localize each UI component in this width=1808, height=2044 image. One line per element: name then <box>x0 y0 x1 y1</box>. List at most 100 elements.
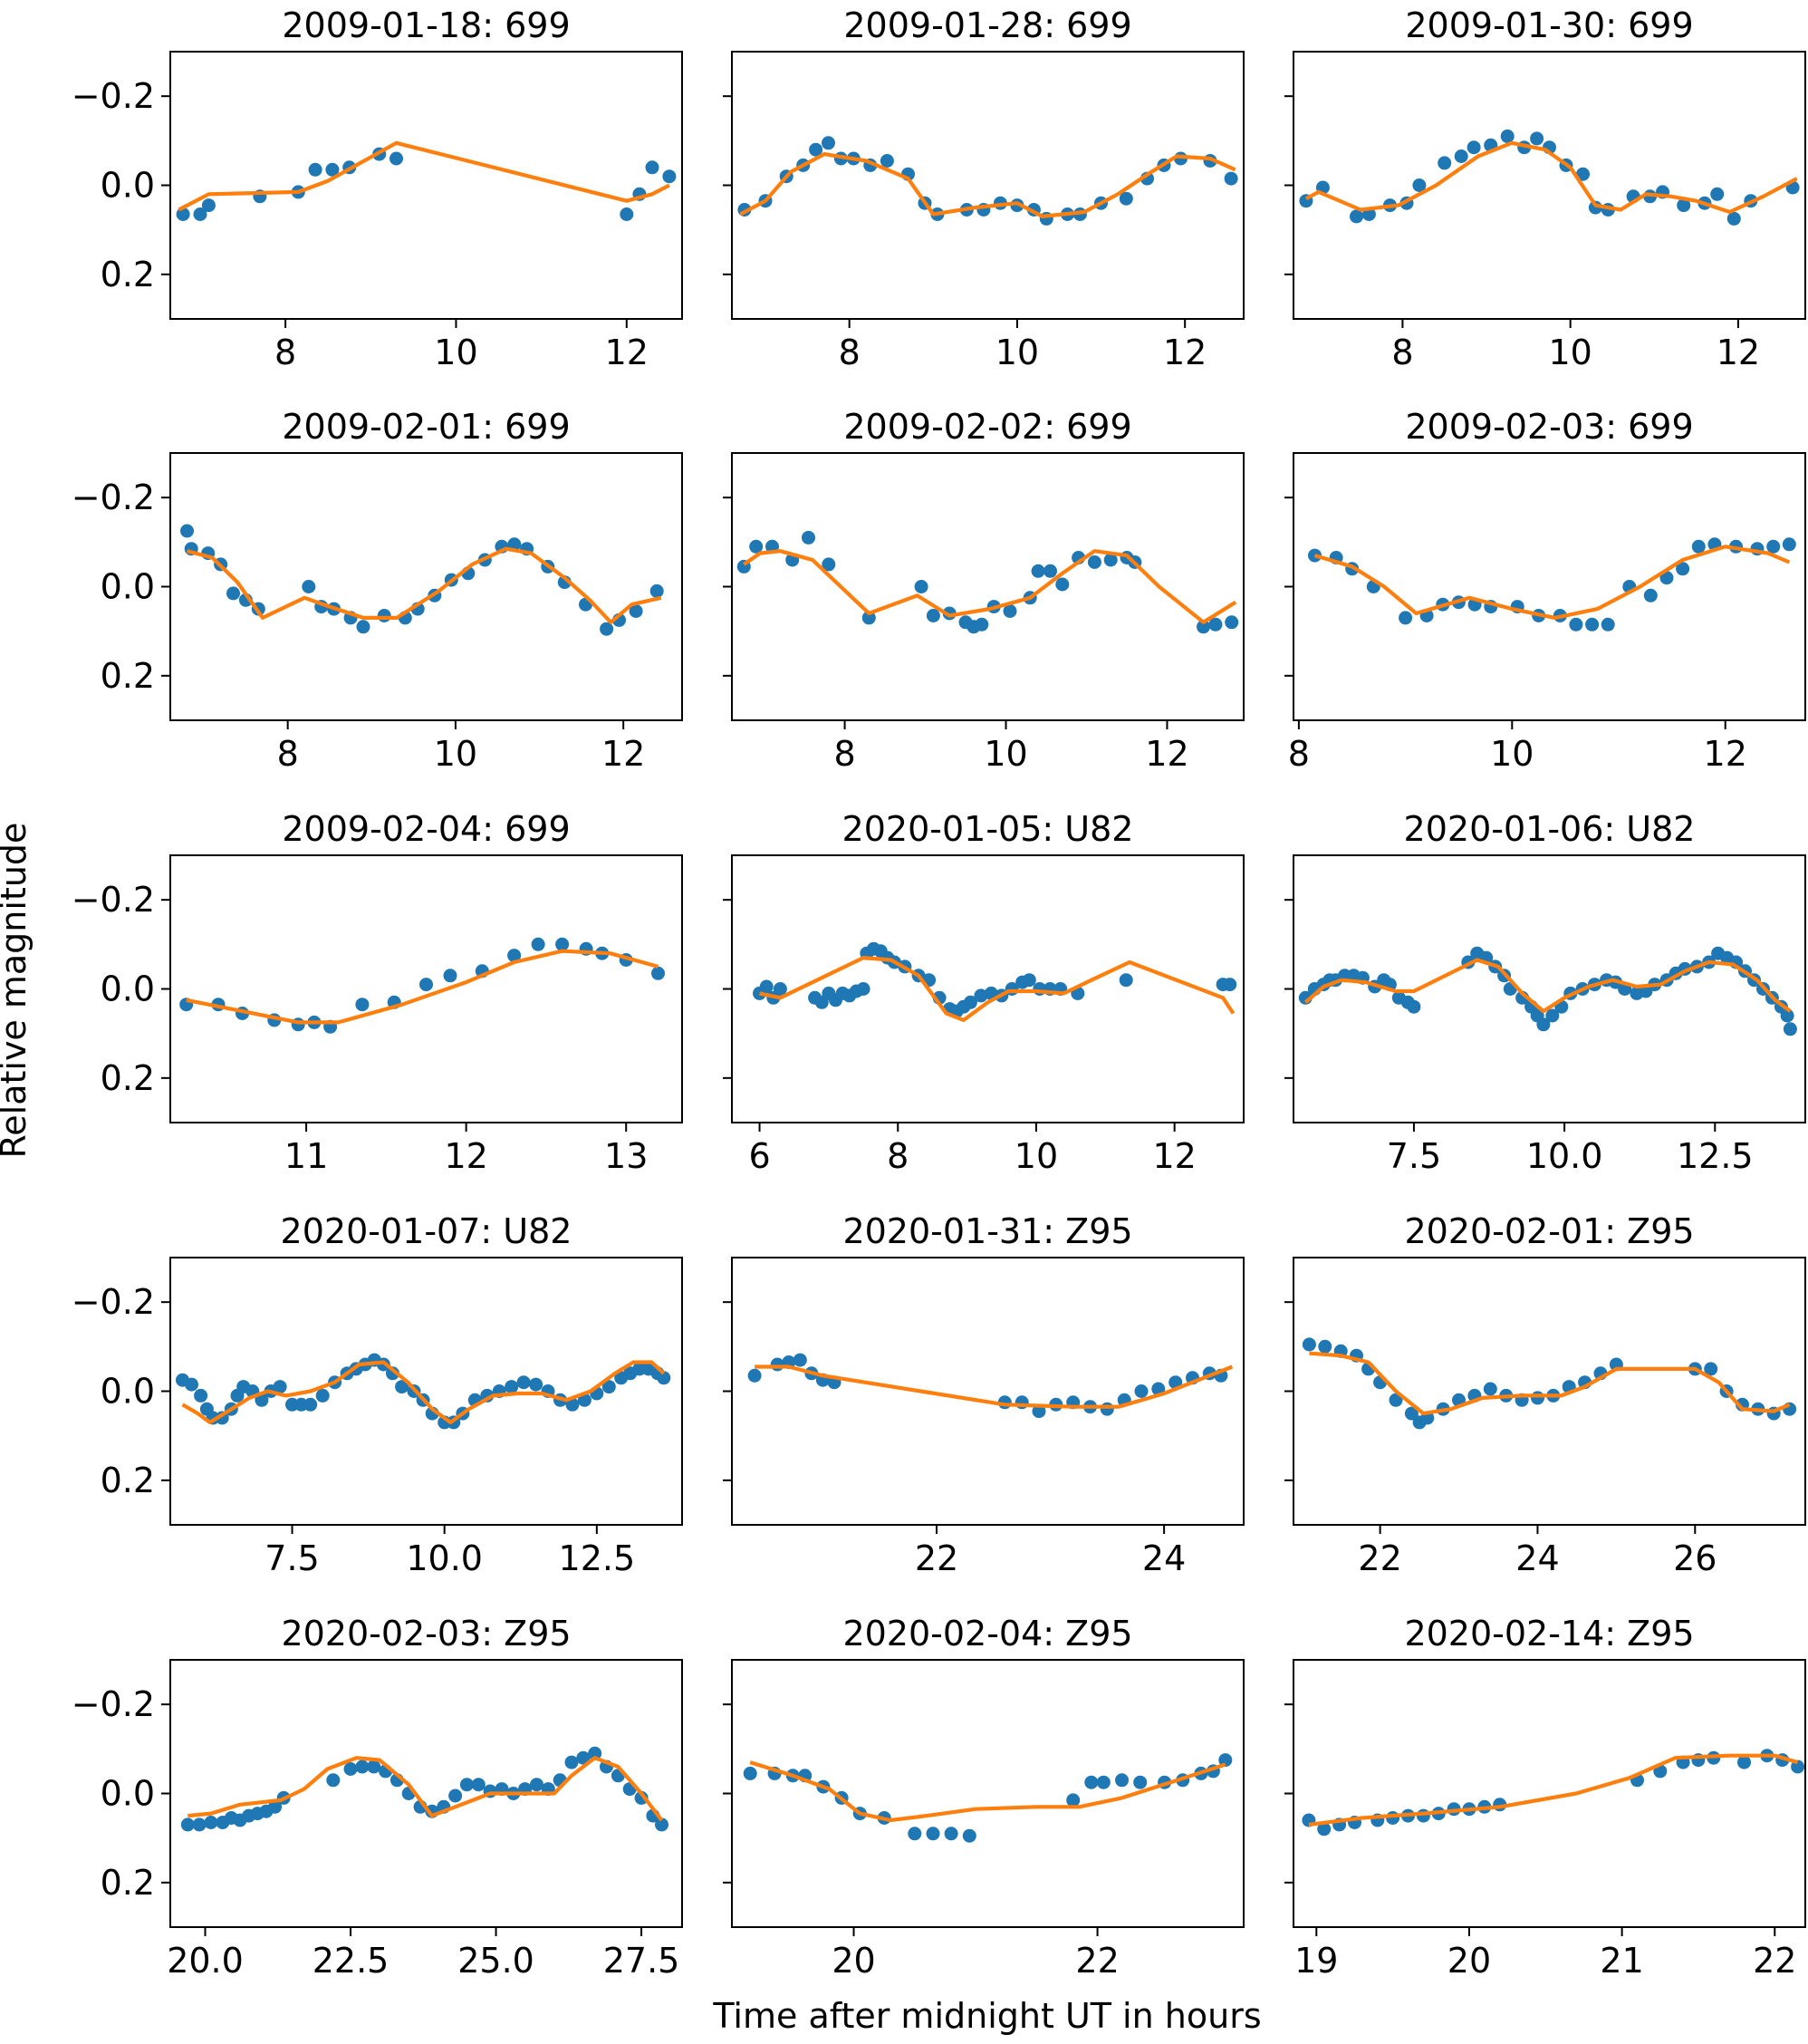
x-tick-label: 12.5 <box>559 1538 636 1578</box>
x-tick-label: 11 <box>284 1136 328 1176</box>
x-tick-label: 8 <box>1391 333 1413 372</box>
data-point <box>1454 149 1468 163</box>
x-tick-label: 10 <box>984 734 1027 774</box>
data-point <box>822 557 836 572</box>
data-point <box>1003 604 1017 618</box>
data-point <box>588 1746 602 1760</box>
panel-15: 2020-02-14: Z95 19 20 21 22 <box>1284 1614 1806 1981</box>
panel-title: 2009-02-02: 699 <box>843 407 1131 447</box>
data-point <box>302 580 316 593</box>
data-point <box>343 1762 358 1776</box>
panel-13: 2020-02-03: Z95 −0.2 0.0 0.2 20.0 22.5 25.0 27.… <box>72 1614 683 1981</box>
data-point <box>471 1778 486 1792</box>
data-point <box>963 995 977 1009</box>
x-tick-label: 12 <box>1152 1136 1196 1176</box>
panel-data <box>743 1753 1233 1843</box>
x-tick-label: 20 <box>832 1941 875 1981</box>
x-tick-label: 26 <box>1673 1538 1717 1578</box>
data-point <box>649 583 664 598</box>
x-tick-label: 24 <box>1142 1538 1186 1578</box>
data-point <box>1531 1391 1544 1405</box>
data-point <box>1031 564 1045 578</box>
data-point <box>577 1393 591 1407</box>
data-point <box>1103 553 1118 567</box>
model-curve <box>739 152 1236 218</box>
model-curve <box>755 1364 1234 1409</box>
data-point <box>516 1375 531 1390</box>
panel-data <box>1302 1749 1805 1837</box>
data-point <box>1780 1008 1794 1023</box>
data-point <box>655 1817 668 1832</box>
panel-data <box>753 941 1237 1022</box>
x-tick-label: 6 <box>748 1136 770 1176</box>
panel-7: 2009-02-04: 699 −0.2 0.0 0.2 11 12 13 <box>72 809 683 1176</box>
panel-data <box>737 136 1238 226</box>
data-point <box>926 609 940 622</box>
data-point <box>657 1371 671 1385</box>
panel-data <box>179 937 665 1034</box>
data-point <box>822 136 835 150</box>
data-point <box>303 1397 318 1412</box>
panel-title: 2020-02-04: Z95 <box>842 1614 1132 1654</box>
data-point <box>459 1778 474 1792</box>
data-point <box>1134 1384 1149 1398</box>
data-point <box>1704 1362 1718 1376</box>
panel-title: 2020-01-31: Z95 <box>842 1211 1132 1251</box>
model-curve <box>188 1756 664 1822</box>
data-point <box>1119 973 1133 988</box>
data-point <box>443 969 457 983</box>
x-tick-label: 10.0 <box>406 1538 483 1578</box>
data-point <box>1601 617 1615 632</box>
figure-ylabel: Relative magnitude <box>0 823 34 1159</box>
data-point <box>326 1773 341 1788</box>
data-point <box>555 937 570 951</box>
y-tick-label: 0.0 <box>101 969 155 1009</box>
data-point <box>773 982 787 996</box>
data-point <box>180 1817 195 1832</box>
data-point <box>1691 539 1706 554</box>
y-tick-label: −0.2 <box>72 880 155 920</box>
x-tick-label: 10.0 <box>1526 1136 1603 1176</box>
model-curve <box>1308 1753 1799 1827</box>
data-point <box>1318 1339 1332 1354</box>
data-point <box>1208 617 1223 632</box>
panel-5: 2009-02-02: 699 8 10 12 <box>723 407 1245 774</box>
data-point <box>749 539 764 554</box>
data-point <box>505 1380 519 1394</box>
panel-10: 2020-01-07: U82 −0.2 0.0 0.2 7.5 10.0 12.5 <box>72 1211 683 1578</box>
x-tick-label: 12 <box>1163 333 1207 372</box>
data-point <box>1467 140 1481 155</box>
y-tick-label: 0.0 <box>101 1774 155 1814</box>
data-point <box>389 151 403 166</box>
data-point <box>1043 564 1057 578</box>
data-point <box>1416 1808 1430 1823</box>
data-point <box>975 617 989 632</box>
data-point <box>1530 131 1544 146</box>
data-point <box>914 580 928 593</box>
data-point <box>1223 978 1237 992</box>
data-point <box>564 1755 579 1769</box>
x-tick-label: 24 <box>1515 1538 1559 1578</box>
y-tick-label: −0.2 <box>72 1684 155 1724</box>
data-point <box>1224 171 1238 186</box>
x-tick-label: 22 <box>1075 1941 1119 1981</box>
data-point <box>268 1799 283 1814</box>
data-point <box>204 1816 218 1829</box>
x-tick-label: 8 <box>1288 734 1310 774</box>
data-point <box>861 611 876 625</box>
data-point <box>1084 1775 1099 1789</box>
model-curve <box>1309 1351 1791 1416</box>
x-tick-label: 22 <box>915 1538 958 1578</box>
data-point <box>944 1827 958 1841</box>
data-point <box>325 162 340 177</box>
model-curve <box>1304 140 1798 215</box>
data-point <box>1676 562 1690 576</box>
x-tick-label: 21 <box>1600 1941 1643 1981</box>
x-tick-label: 10 <box>1015 1136 1058 1176</box>
x-tick-label: 20 <box>1447 1941 1491 1981</box>
x-tick-label: 12 <box>1704 734 1747 774</box>
data-point <box>1055 577 1070 592</box>
data-point <box>355 1760 370 1774</box>
data-point <box>629 604 643 618</box>
data-point <box>273 1380 287 1394</box>
